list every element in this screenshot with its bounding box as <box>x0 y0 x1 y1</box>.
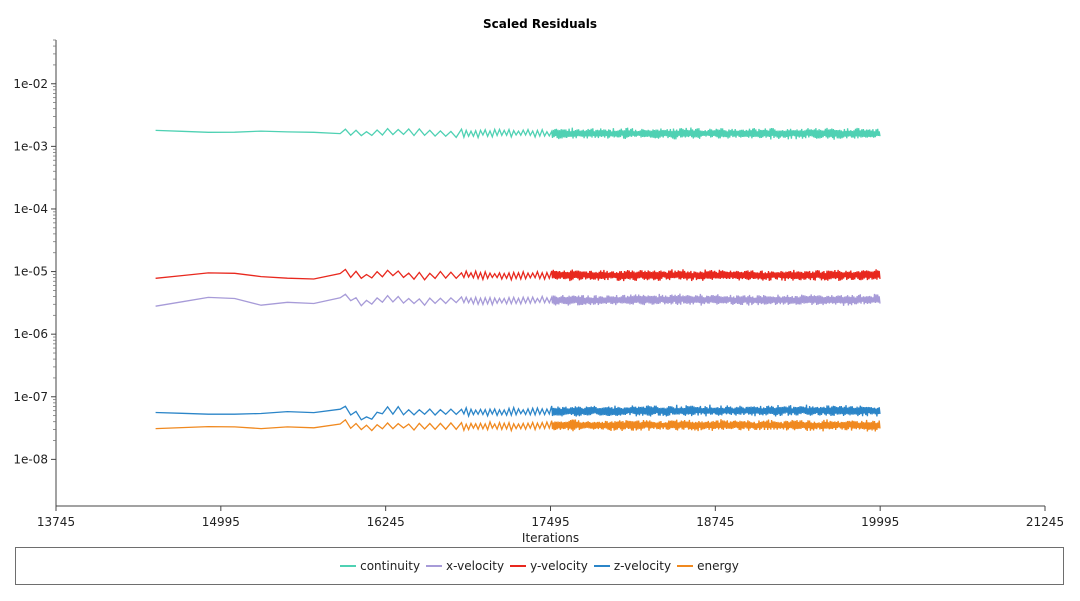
legend-label: continuity <box>360 559 421 573</box>
legend-item-y-velocity[interactable]: y-velocity <box>510 559 588 573</box>
y-tick-label: 1e-06 <box>13 327 48 341</box>
series-line-continuity <box>155 127 881 140</box>
legend-item-z-velocity[interactable]: z-velocity <box>593 559 672 573</box>
legend-item-x-velocity[interactable]: x-velocity <box>426 559 504 573</box>
x-tick-label: 16245 <box>367 515 405 529</box>
series-line-x-velocity <box>155 293 881 307</box>
series-line-y-velocity <box>155 268 881 282</box>
legend-label: energy <box>697 559 739 573</box>
y-tick-label: 1e-02 <box>13 77 48 91</box>
x-tick-label: 21245 <box>1026 515 1064 529</box>
legend-item-continuity[interactable]: continuity <box>340 559 420 573</box>
y-tick-label: 1e-05 <box>13 265 48 279</box>
legend-swatch <box>426 565 443 567</box>
y-tick-label: 1e-08 <box>13 452 48 466</box>
x-tick-label: 17495 <box>531 515 569 529</box>
axes: 13745 14995 16245 17495 18745 19995 21245 1e-02… <box>13 39 1064 529</box>
legend-swatch <box>510 565 527 567</box>
legend-swatch <box>593 565 610 567</box>
y-tick-label: 1e-03 <box>13 139 48 153</box>
x-tick-label: 19995 <box>861 515 899 529</box>
legend-label: x-velocity <box>446 559 505 573</box>
y-tick-label: 1e-04 <box>13 202 48 216</box>
legend-item-energy[interactable]: energy <box>677 559 739 573</box>
legend-swatch <box>677 565 694 567</box>
plot-area: 13745 14995 16245 17495 18745 19995 21245 1e-02… <box>13 17 1064 545</box>
chart-title: Scaled Residuals <box>483 17 597 31</box>
x-tick-label: 14995 <box>202 515 240 529</box>
legend: continuity x-velocity y-velocity z-velocity… <box>15 547 1064 585</box>
y-tick-label: 1e-07 <box>13 390 48 404</box>
legend-label: y-velocity <box>530 559 588 573</box>
legend-swatch <box>340 565 357 567</box>
series-line-energy <box>155 418 881 433</box>
series-line-z-velocity <box>155 404 881 421</box>
legend-label: z-velocity <box>613 559 672 573</box>
x-tick-label: 13745 <box>37 515 75 529</box>
x-axis-label: Iterations <box>522 531 579 545</box>
x-tick-label: 18745 <box>696 515 734 529</box>
series-layer <box>155 127 881 433</box>
